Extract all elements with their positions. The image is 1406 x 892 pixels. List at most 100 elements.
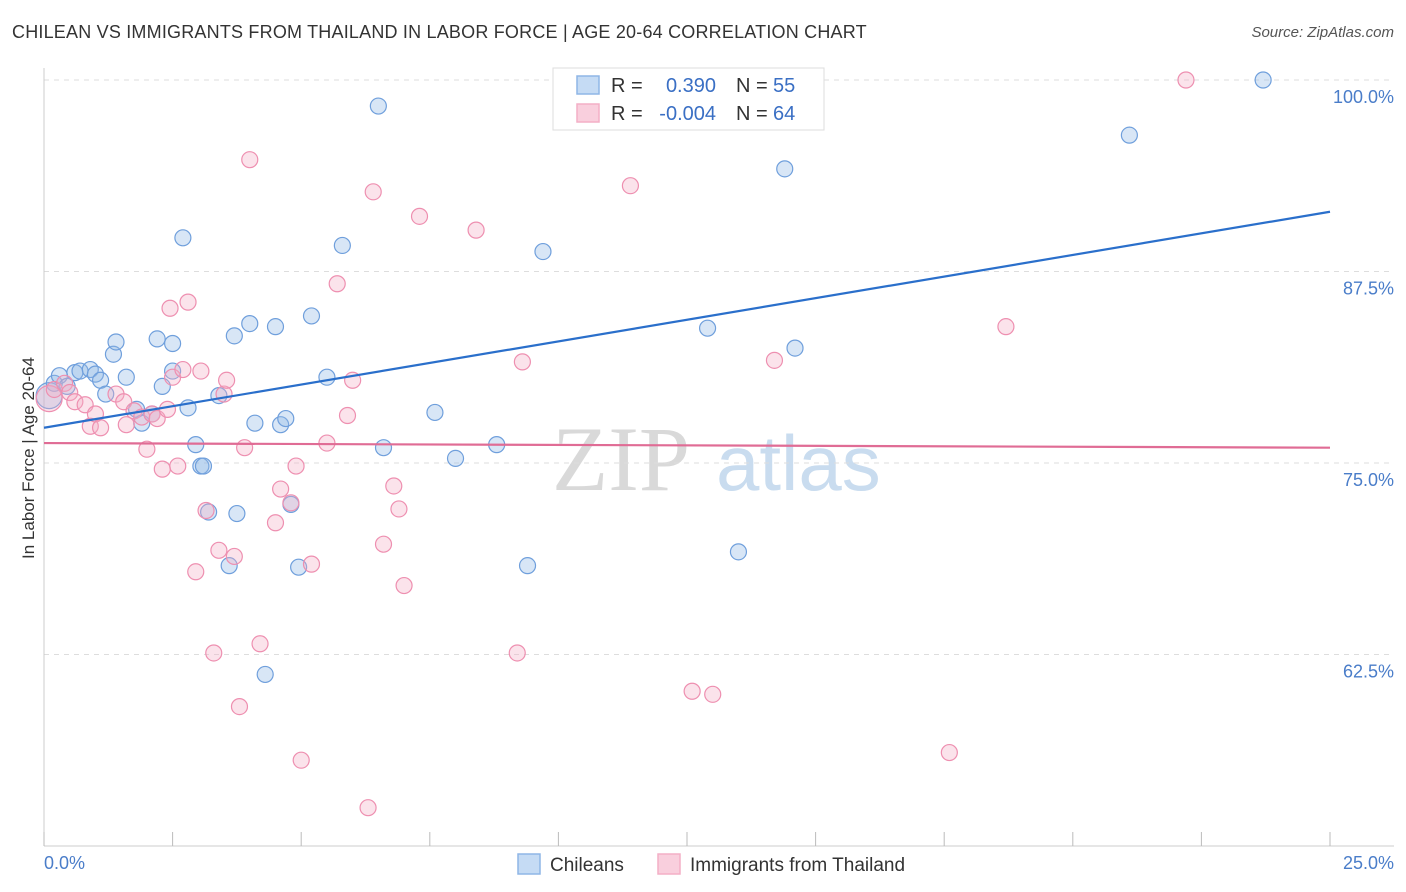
thailand-point-50 — [390, 500, 408, 518]
thailand-point-51 — [395, 576, 413, 595]
chileans-point-12 — [117, 368, 135, 386]
thailand-point-8 — [91, 419, 110, 437]
series-legend-label-thailand: Immigrants from Thailand — [690, 855, 905, 876]
legend-n-value-2: 64 — [773, 103, 795, 125]
legend-r-value-1: 0.390 — [666, 75, 716, 97]
thailand-point-41 — [302, 555, 321, 573]
chileans-point-46 — [518, 557, 537, 575]
thailand-point-55 — [513, 353, 531, 371]
thailand-point-33 — [236, 439, 254, 457]
chileans-point-40 — [333, 236, 351, 255]
legend-n-label-1: N = — [736, 75, 768, 97]
chileans-point-29 — [228, 504, 246, 523]
chileans-point-31 — [246, 414, 264, 432]
chileans-point-53 — [1254, 71, 1272, 89]
chart-title: CHILEAN VS IMMIGRANTS FROM THAILAND IN L… — [12, 22, 867, 42]
chileans-point-16 — [148, 330, 166, 348]
thailand-point-19 — [161, 299, 179, 317]
thailand-trend-line — [43, 441, 1331, 449]
thailand-point-60 — [940, 743, 958, 762]
chileans-point-32 — [256, 665, 274, 684]
thailand-point-62 — [1177, 71, 1195, 89]
thailand-point-54 — [508, 644, 526, 662]
thailand-point-18 — [158, 400, 177, 418]
stats-legend: R = 0.390 N = 55 R = -0.004 N = 64 — [552, 67, 825, 131]
legend-n-label-2: N = — [736, 103, 768, 125]
chileans-point-20 — [174, 229, 192, 247]
chileans-point-33 — [266, 318, 285, 336]
chileans-point-47 — [534, 242, 552, 261]
legend-r-label-2: R = — [611, 103, 643, 125]
thailand-point-17 — [153, 460, 171, 478]
series-legend-swatch-chileans — [517, 853, 541, 875]
thailand-point-49 — [385, 477, 403, 495]
thailand-point-44 — [338, 406, 357, 425]
thailand-point-61 — [997, 318, 1015, 336]
y-tick-label-0: 62.5% — [1343, 662, 1394, 682]
thailand-point-37 — [272, 480, 290, 498]
thailand-point-40 — [292, 751, 310, 769]
thailand-point-24 — [187, 563, 205, 581]
chart-source: Source: ZipAtlas.com — [1251, 24, 1394, 41]
thailand-point-58 — [704, 685, 722, 703]
thailand-point-59 — [765, 351, 784, 369]
x-tick-label-min: 0.0% — [44, 853, 85, 873]
legend-swatch-thailand — [576, 103, 600, 123]
thailand-point-28 — [210, 541, 228, 559]
y-tick-label-2: 87.5% — [1343, 279, 1394, 299]
thailand-point-43 — [328, 275, 346, 293]
thailand-point-2 — [55, 374, 74, 392]
x-axis-ticks — [43, 832, 1331, 846]
legend-swatch-chileans — [576, 75, 600, 95]
x-tick-label-max: 25.0% — [1343, 853, 1394, 873]
thailand-point-36 — [266, 514, 285, 532]
chileans-point-52 — [1120, 126, 1138, 144]
chileans-point-6 — [81, 360, 99, 379]
trend-lines — [43, 210, 1331, 449]
chileans-point-28 — [225, 327, 243, 345]
chileans-point-41 — [369, 97, 387, 115]
thailand-point-14 — [138, 440, 156, 458]
thailand-point-32 — [230, 697, 249, 716]
thailand-point-47 — [364, 183, 382, 201]
y-tick-label-1: 75.0% — [1343, 470, 1394, 490]
thailand-point-11 — [117, 416, 135, 434]
chileans-point-44 — [446, 449, 465, 468]
thailand-point-27 — [205, 644, 223, 662]
y-tick-labels: 62.5% 75.0% 87.5% 100.0% — [1333, 87, 1394, 682]
y-axis-label: In Labor Force | Age 20-64 — [19, 357, 38, 559]
chileans-point-11 — [107, 333, 125, 351]
chileans-point-38 — [302, 307, 321, 325]
thailand-point-52 — [410, 207, 429, 225]
series-legend-swatch-thailand — [657, 853, 681, 875]
thailand-point-4 — [66, 393, 84, 411]
thailand-point-34 — [241, 151, 259, 169]
thailand-point-56 — [621, 177, 640, 195]
legend-n-value-1: 55 — [773, 75, 795, 97]
thailand-point-25 — [192, 362, 210, 380]
thailand-point-21 — [169, 457, 187, 475]
chileans-point-48 — [698, 319, 717, 337]
chileans-point-35 — [277, 409, 295, 428]
thailand-point-53 — [467, 221, 485, 239]
chileans-point-27 — [220, 557, 238, 575]
thailand-point-3 — [61, 383, 79, 402]
chileans-point-37 — [290, 558, 308, 576]
chileans-point-19 — [164, 334, 182, 353]
thailand-point-38 — [282, 494, 300, 512]
chileans-point-43 — [426, 403, 444, 422]
chileans-point-39 — [318, 368, 336, 386]
watermark-zip: ZIP — [552, 408, 690, 510]
thailand-point-48 — [374, 535, 393, 553]
thailand-point-57 — [683, 682, 701, 700]
chileans-point-50 — [776, 160, 794, 178]
series-legend-label-chileans: Chileans — [550, 855, 624, 876]
watermark: ZIP atlas — [552, 408, 881, 510]
thailand-point-0 — [35, 385, 63, 413]
chileans-point-51 — [786, 339, 804, 357]
chileans-trend-line — [43, 210, 1331, 429]
thailand-point-26 — [197, 501, 215, 520]
thailand-point-22 — [174, 360, 192, 379]
series-points — [35, 71, 1272, 817]
